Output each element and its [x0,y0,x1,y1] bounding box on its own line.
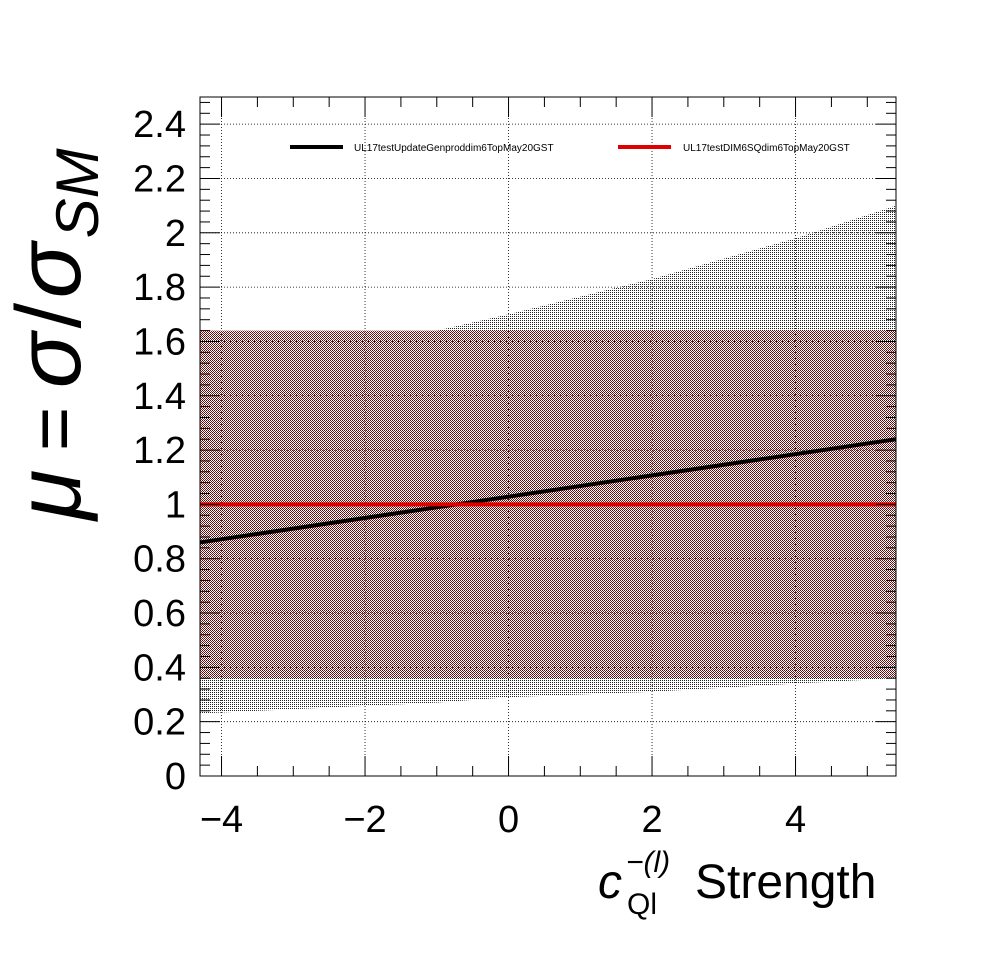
axis-ticks [200,97,896,777]
y-title-sigma-sm: σ [0,239,100,298]
y-tick-label: 1.8 [133,267,186,309]
series-lines [199,437,897,545]
x-tick-labels: −4 −2 0 2 4 [200,799,806,841]
y-title-sub-sm: SM [44,148,111,238]
y-tick-label: 2.4 [133,104,186,146]
x-title-superscript: −(l) [626,846,670,879]
x-tick-label: −2 [343,799,386,841]
y-tick-label: 2.2 [133,158,186,200]
legend-label-series-1: UL17testUpdateGenproddim6TopMay20GST [354,143,554,154]
x-tick-label: −4 [200,799,243,841]
x-tick-label: 0 [498,799,519,841]
x-tick-label: 2 [641,799,662,841]
x-tick-label: 4 [785,799,806,841]
y-title-sigma: σ [0,329,100,388]
y-tick-label: 1.4 [133,376,186,418]
y-tick-label: 0 [165,756,186,798]
y-tick-label: 1.2 [133,430,186,472]
y-tick-label: 0.2 [133,702,186,744]
x-title-text: Strength [695,856,876,909]
y-tick-label: 0.4 [133,647,186,689]
x-axis-title: c −(l) Ql Strength [598,846,876,921]
y-tick-labels: 0 0.2 0.4 0.6 0.8 1 1.2 1.4 1.6 1.8 2 2.2 2.4 [133,104,186,798]
y-tick-label: 2 [165,213,186,255]
y-title-mu: μ [0,470,100,522]
y-title-slash: / [0,302,100,328]
legend-label-series-2: UL17testDIM6SQdim6TopMay20GST [683,143,850,154]
y-tick-label: 1.6 [133,321,186,363]
y-title-equals: = [12,407,97,451]
plot-frame [199,96,897,777]
y-axis-title: μ = σ / σ SM [0,148,111,522]
x-title-subscript: Ql [627,888,657,921]
line-series-1 [199,437,897,545]
x-title-symbol: c [598,856,622,909]
legend: UL17testUpdateGenproddim6TopMay20GST UL1… [290,143,850,154]
y-tick-label: 1 [165,484,186,526]
y-tick-label: 0.8 [133,539,186,581]
y-tick-label: 0.6 [133,593,186,635]
uncertainty-bands [200,205,896,714]
